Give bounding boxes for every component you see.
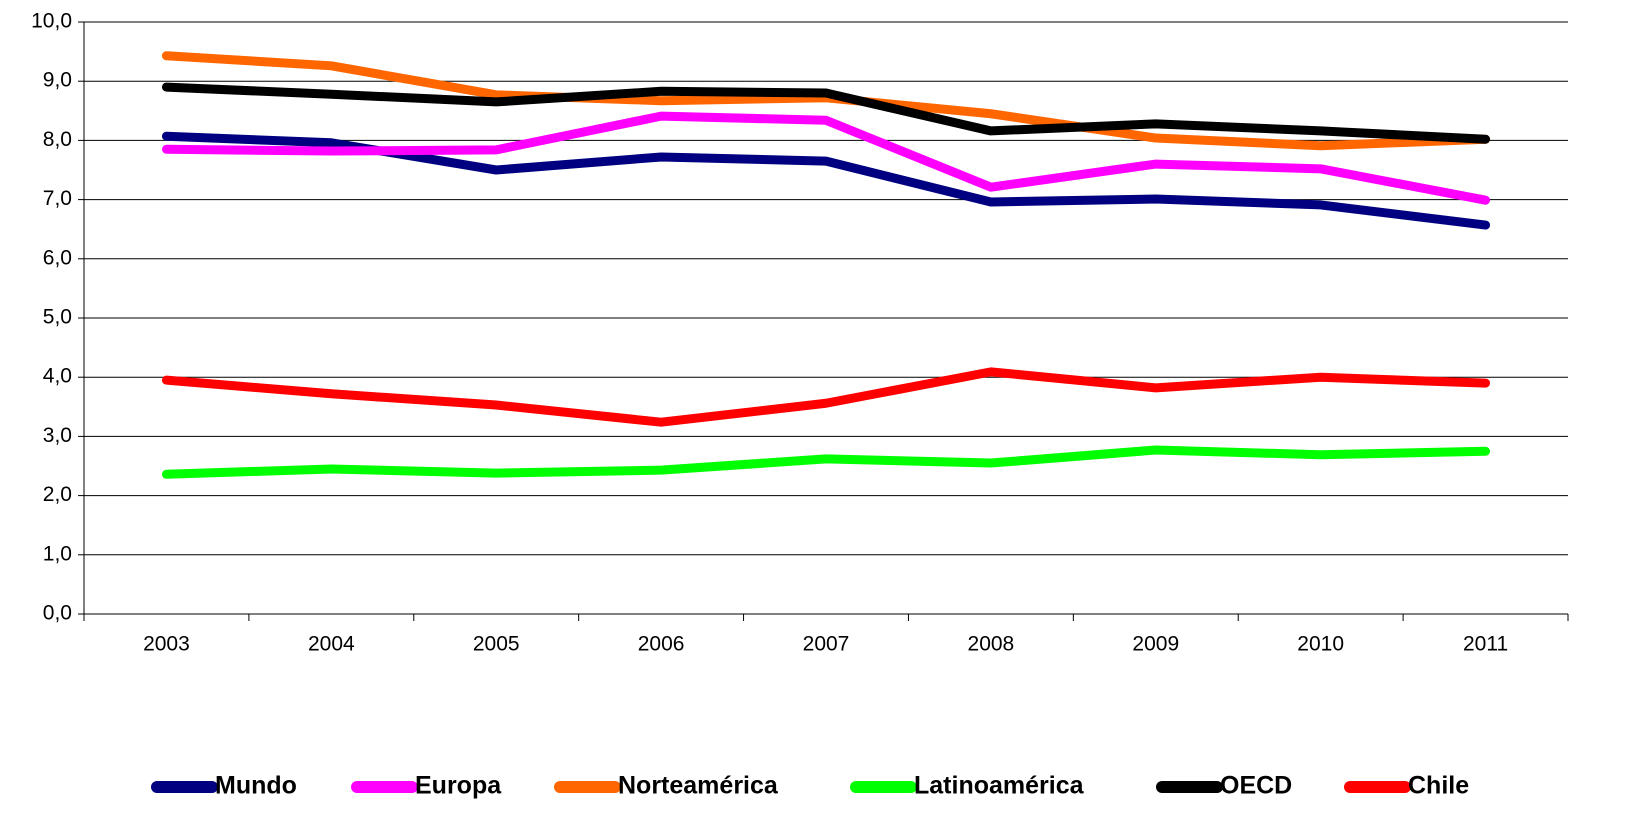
- series-line: [161, 367, 1491, 427]
- series-line: [161, 111, 1491, 205]
- y-tick-label: 8,0: [43, 128, 72, 151]
- y-tick-label: 3,0: [43, 424, 72, 447]
- y-tick-label: 1,0: [43, 542, 72, 565]
- x-tick-label: 2005: [473, 633, 520, 656]
- x-tick-label: 2009: [1132, 633, 1179, 656]
- x-tick-label: 2010: [1297, 633, 1344, 656]
- series-line: [161, 51, 1491, 151]
- y-tick-label: 5,0: [43, 306, 72, 329]
- legend-label: Mundo: [215, 772, 297, 800]
- y-tick-label: 7,0: [43, 187, 72, 210]
- legend-label: Chile: [1408, 772, 1469, 800]
- x-tick-label: 2011: [1463, 633, 1508, 656]
- series-line: [161, 82, 1491, 144]
- legend-label: OECD: [1220, 772, 1292, 800]
- x-tick-label: 2003: [143, 633, 190, 656]
- y-tick-label: 10,0: [31, 10, 72, 33]
- x-tick-label: 2004: [308, 633, 355, 656]
- x-tick-label: 2007: [803, 633, 850, 656]
- x-tick-label: 2006: [638, 633, 685, 656]
- y-tick-label: 2,0: [43, 483, 72, 506]
- y-tick-label: 6,0: [43, 246, 72, 269]
- y-tick-label: 0,0: [43, 602, 72, 625]
- series-line: [161, 445, 1491, 479]
- y-tick-label: 4,0: [43, 365, 72, 388]
- legend-label: Europa: [415, 772, 502, 800]
- legend-label: Norteamérica: [618, 772, 779, 800]
- legend-label: Latinoamérica: [914, 772, 1085, 800]
- x-tick-label: 2008: [968, 633, 1015, 656]
- y-tick-label: 9,0: [43, 69, 72, 92]
